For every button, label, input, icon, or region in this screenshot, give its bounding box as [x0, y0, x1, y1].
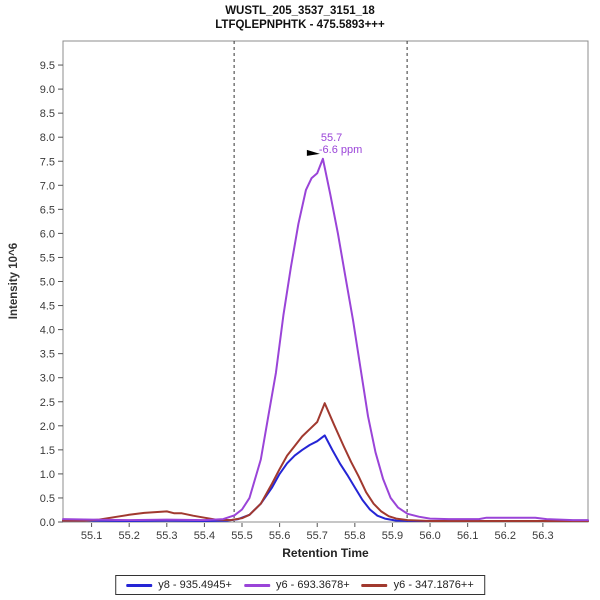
chart-title-line1: WUSTL_205_3537_3151_18 [225, 5, 375, 17]
chart-title: WUSTL_205_3537_3151_18 LTFQLEPNPHTK - 47… [0, 4, 600, 32]
legend-label: y6 - 693.3678+ [275, 579, 350, 591]
peak-ppm-annotation: -6.6 ppm [319, 144, 362, 156]
y-tick-label: 2.5 [40, 397, 55, 409]
peak-apex-arrow-icon [306, 149, 320, 156]
y-tick-label: 0.0 [40, 517, 55, 529]
x-tick-label: 56.3 [532, 530, 553, 542]
y-tick-label: 7.5 [40, 156, 55, 168]
y-tick-label: 4.5 [40, 301, 55, 313]
x-tick-label: 56.2 [495, 530, 516, 542]
x-tick-label: 55.5 [231, 530, 252, 542]
x-tick-label: 55.8 [344, 530, 365, 542]
chart-title-line2: LTFQLEPNPHTK - 475.5893+++ [215, 19, 385, 31]
curve-y8-935 [62, 434, 589, 522]
legend-swatch-y8-935 [126, 583, 153, 587]
legend: y8 - 935.4945+ y6 - 693.3678+ y6 - 347.187… [115, 575, 485, 595]
y-tick-label: 1.5 [40, 445, 55, 457]
y-tick-label: 6.0 [40, 228, 55, 240]
y-tick-label: 9.0 [40, 84, 55, 96]
x-tick-label: 55.3 [156, 530, 177, 542]
legend-label: y6 - 347.1876++ [393, 579, 474, 591]
y-tick-label: 0.5 [40, 493, 55, 505]
y-tick-label: 3.5 [40, 349, 55, 361]
y-tick-label: 8.0 [40, 132, 55, 144]
x-tick-label: 56.1 [457, 530, 478, 542]
x-tick-label: 56.0 [419, 530, 440, 542]
y-tick-label: 4.0 [40, 325, 55, 337]
y-tick-label: 6.5 [40, 204, 55, 216]
x-tick-label: 55.6 [269, 530, 290, 542]
plot-frame [62, 40, 589, 523]
curve-y6-693 [62, 157, 589, 522]
y-tick-label: 3.0 [40, 373, 55, 385]
legend-item-y6-347: y6 - 347.1876++ [361, 579, 474, 591]
y-tick-label: 1.0 [40, 469, 55, 481]
x-tick-label: 55.1 [81, 530, 102, 542]
x-tick-label: 55.7 [307, 530, 328, 542]
y-tick-label: 5.5 [40, 252, 55, 264]
y-tick-label: 9.5 [40, 60, 55, 72]
legend-item-y6-693: y6 - 693.3678+ [243, 579, 350, 591]
x-axis-title: Retention Time [282, 546, 369, 560]
legend-label: y8 - 935.4945+ [158, 579, 232, 591]
y-tick-label: 5.0 [40, 277, 55, 289]
y-tick-label: 8.5 [40, 108, 55, 120]
x-tick-label: 55.4 [194, 530, 215, 542]
y-tick-label: 7.0 [40, 180, 55, 192]
x-tick-label: 55.9 [382, 530, 403, 542]
x-tick-label: 55.2 [118, 530, 139, 542]
y-tick-label: 2.0 [40, 421, 55, 433]
legend-swatch-y6-347 [361, 583, 388, 587]
legend-swatch-y6-693 [243, 583, 270, 587]
curve-y6-347 [62, 402, 589, 522]
peak-rt-annotation: 55.7 [321, 132, 342, 144]
legend-item-y8-935: y8 - 935.4945+ [126, 579, 232, 591]
